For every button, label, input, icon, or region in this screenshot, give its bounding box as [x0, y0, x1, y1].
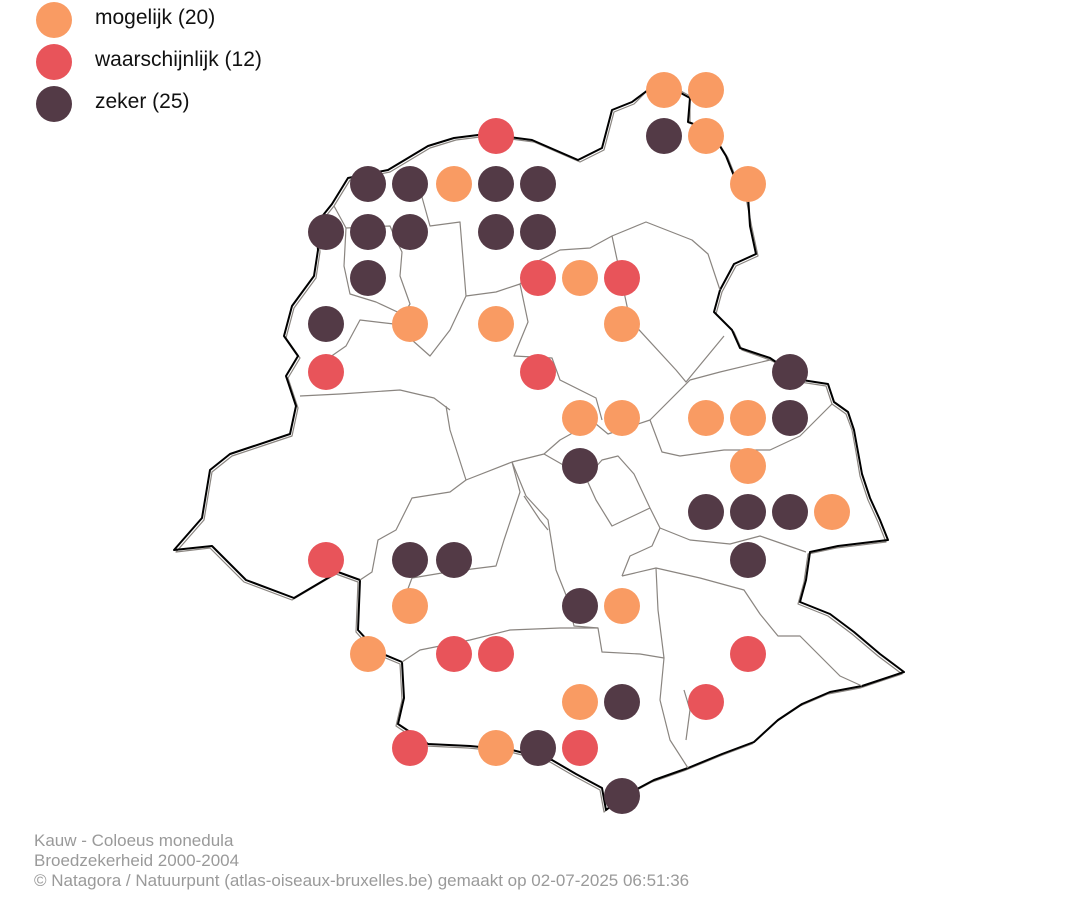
observation-dot-mogelijk: [478, 306, 514, 342]
observation-dot-zeker: [562, 588, 598, 624]
observation-dot-mogelijk: [688, 400, 724, 436]
observation-dot-mogelijk: [604, 306, 640, 342]
observation-dot-mogelijk: [436, 166, 472, 202]
legend-swatch-waarschijnlijk: [36, 44, 72, 80]
legend-label-waarschijnlijk: waarschijnlijk (12): [95, 48, 262, 71]
observation-dot-zeker: [350, 260, 386, 296]
observation-dot-waarschijnlijk: [520, 354, 556, 390]
legend-swatch-zeker: [36, 86, 72, 122]
observation-dot-waarschijnlijk: [730, 636, 766, 672]
observation-dot-zeker: [392, 166, 428, 202]
observation-dot-zeker: [478, 166, 514, 202]
observation-dot-mogelijk: [562, 684, 598, 720]
observation-dot-zeker: [308, 306, 344, 342]
observation-dot-mogelijk: [814, 494, 850, 530]
legend-swatch-mogelijk: [36, 2, 72, 38]
observation-dot-zeker: [730, 542, 766, 578]
observation-dot-mogelijk: [688, 118, 724, 154]
observation-dot-waarschijnlijk: [562, 730, 598, 766]
observation-dot-zeker: [520, 214, 556, 250]
observation-dot-mogelijk: [562, 400, 598, 436]
observation-dot-mogelijk: [730, 448, 766, 484]
observation-dot-waarschijnlijk: [604, 260, 640, 296]
observation-dot-waarschijnlijk: [436, 636, 472, 672]
observation-dot-mogelijk: [478, 730, 514, 766]
observation-dot-mogelijk: [392, 588, 428, 624]
observation-dot-mogelijk: [646, 72, 682, 108]
legend-item-zeker: zeker (25): [34, 84, 334, 124]
observation-dot-zeker: [604, 684, 640, 720]
observation-dot-zeker: [730, 494, 766, 530]
caption-species: Kauw - Coloeus monedula: [34, 831, 234, 850]
observation-dot-zeker: [562, 448, 598, 484]
observation-dot-zeker: [392, 542, 428, 578]
observation-dot-zeker: [772, 494, 808, 530]
observation-dot-zeker: [604, 778, 640, 814]
legend-label-zeker: zeker (25): [95, 90, 190, 113]
observation-dot-mogelijk: [562, 260, 598, 296]
legend-item-waarschijnlijk: waarschijnlijk (12): [34, 42, 334, 82]
observation-dot-waarschijnlijk: [688, 684, 724, 720]
observation-dot-zeker: [520, 166, 556, 202]
legend-item-mogelijk: mogelijk (20): [34, 0, 334, 40]
observation-dot-mogelijk: [392, 306, 428, 342]
observation-dot-zeker: [478, 214, 514, 250]
observation-dot-zeker: [308, 214, 344, 250]
observation-dot-mogelijk: [604, 400, 640, 436]
caption-copyright: © Natagora / Natuurpunt (atlas-oiseaux-b…: [34, 871, 690, 890]
observation-dot-mogelijk: [730, 166, 766, 202]
observation-dot-zeker: [436, 542, 472, 578]
observation-dot-waarschijnlijk: [478, 118, 514, 154]
observation-dot-zeker: [772, 400, 808, 436]
observation-dot-mogelijk: [350, 636, 386, 672]
observation-dot-waarschijnlijk: [308, 354, 344, 390]
observation-dot-mogelijk: [688, 72, 724, 108]
caption-period: Broedzekerheid 2000-2004: [34, 851, 240, 870]
observation-dot-zeker: [646, 118, 682, 154]
map-caption: Kauw - Coloeus monedula Broedzekerheid 2…: [34, 831, 689, 891]
observation-dot-mogelijk: [604, 588, 640, 624]
observation-dot-zeker: [688, 494, 724, 530]
observation-dot-zeker: [392, 214, 428, 250]
observation-dot-zeker: [350, 166, 386, 202]
observation-dot-waarschijnlijk: [308, 542, 344, 578]
observation-dot-waarschijnlijk: [520, 260, 556, 296]
observation-dot-waarschijnlijk: [478, 636, 514, 672]
observation-dot-zeker: [350, 214, 386, 250]
observation-dot-waarschijnlijk: [392, 730, 428, 766]
observation-dot-mogelijk: [730, 400, 766, 436]
legend-label-mogelijk: mogelijk (20): [95, 6, 216, 29]
observation-dot-zeker: [520, 730, 556, 766]
observation-dot-zeker: [772, 354, 808, 390]
observation-dots: [308, 72, 850, 814]
